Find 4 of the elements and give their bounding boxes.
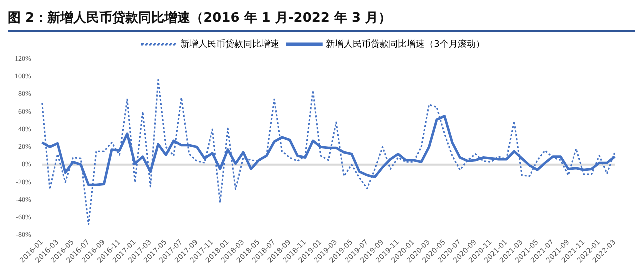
legend-label: 新增人民币贷款同比增速（3个月滚动） — [326, 38, 485, 50]
legend-label: 新增人民币贷款同比增速 — [180, 38, 280, 50]
chart-title: 图 2：新增人民币贷款同比增速（2016 年 1 月-2022 年 3 月） — [8, 8, 635, 32]
line-series — [42, 79, 616, 226]
